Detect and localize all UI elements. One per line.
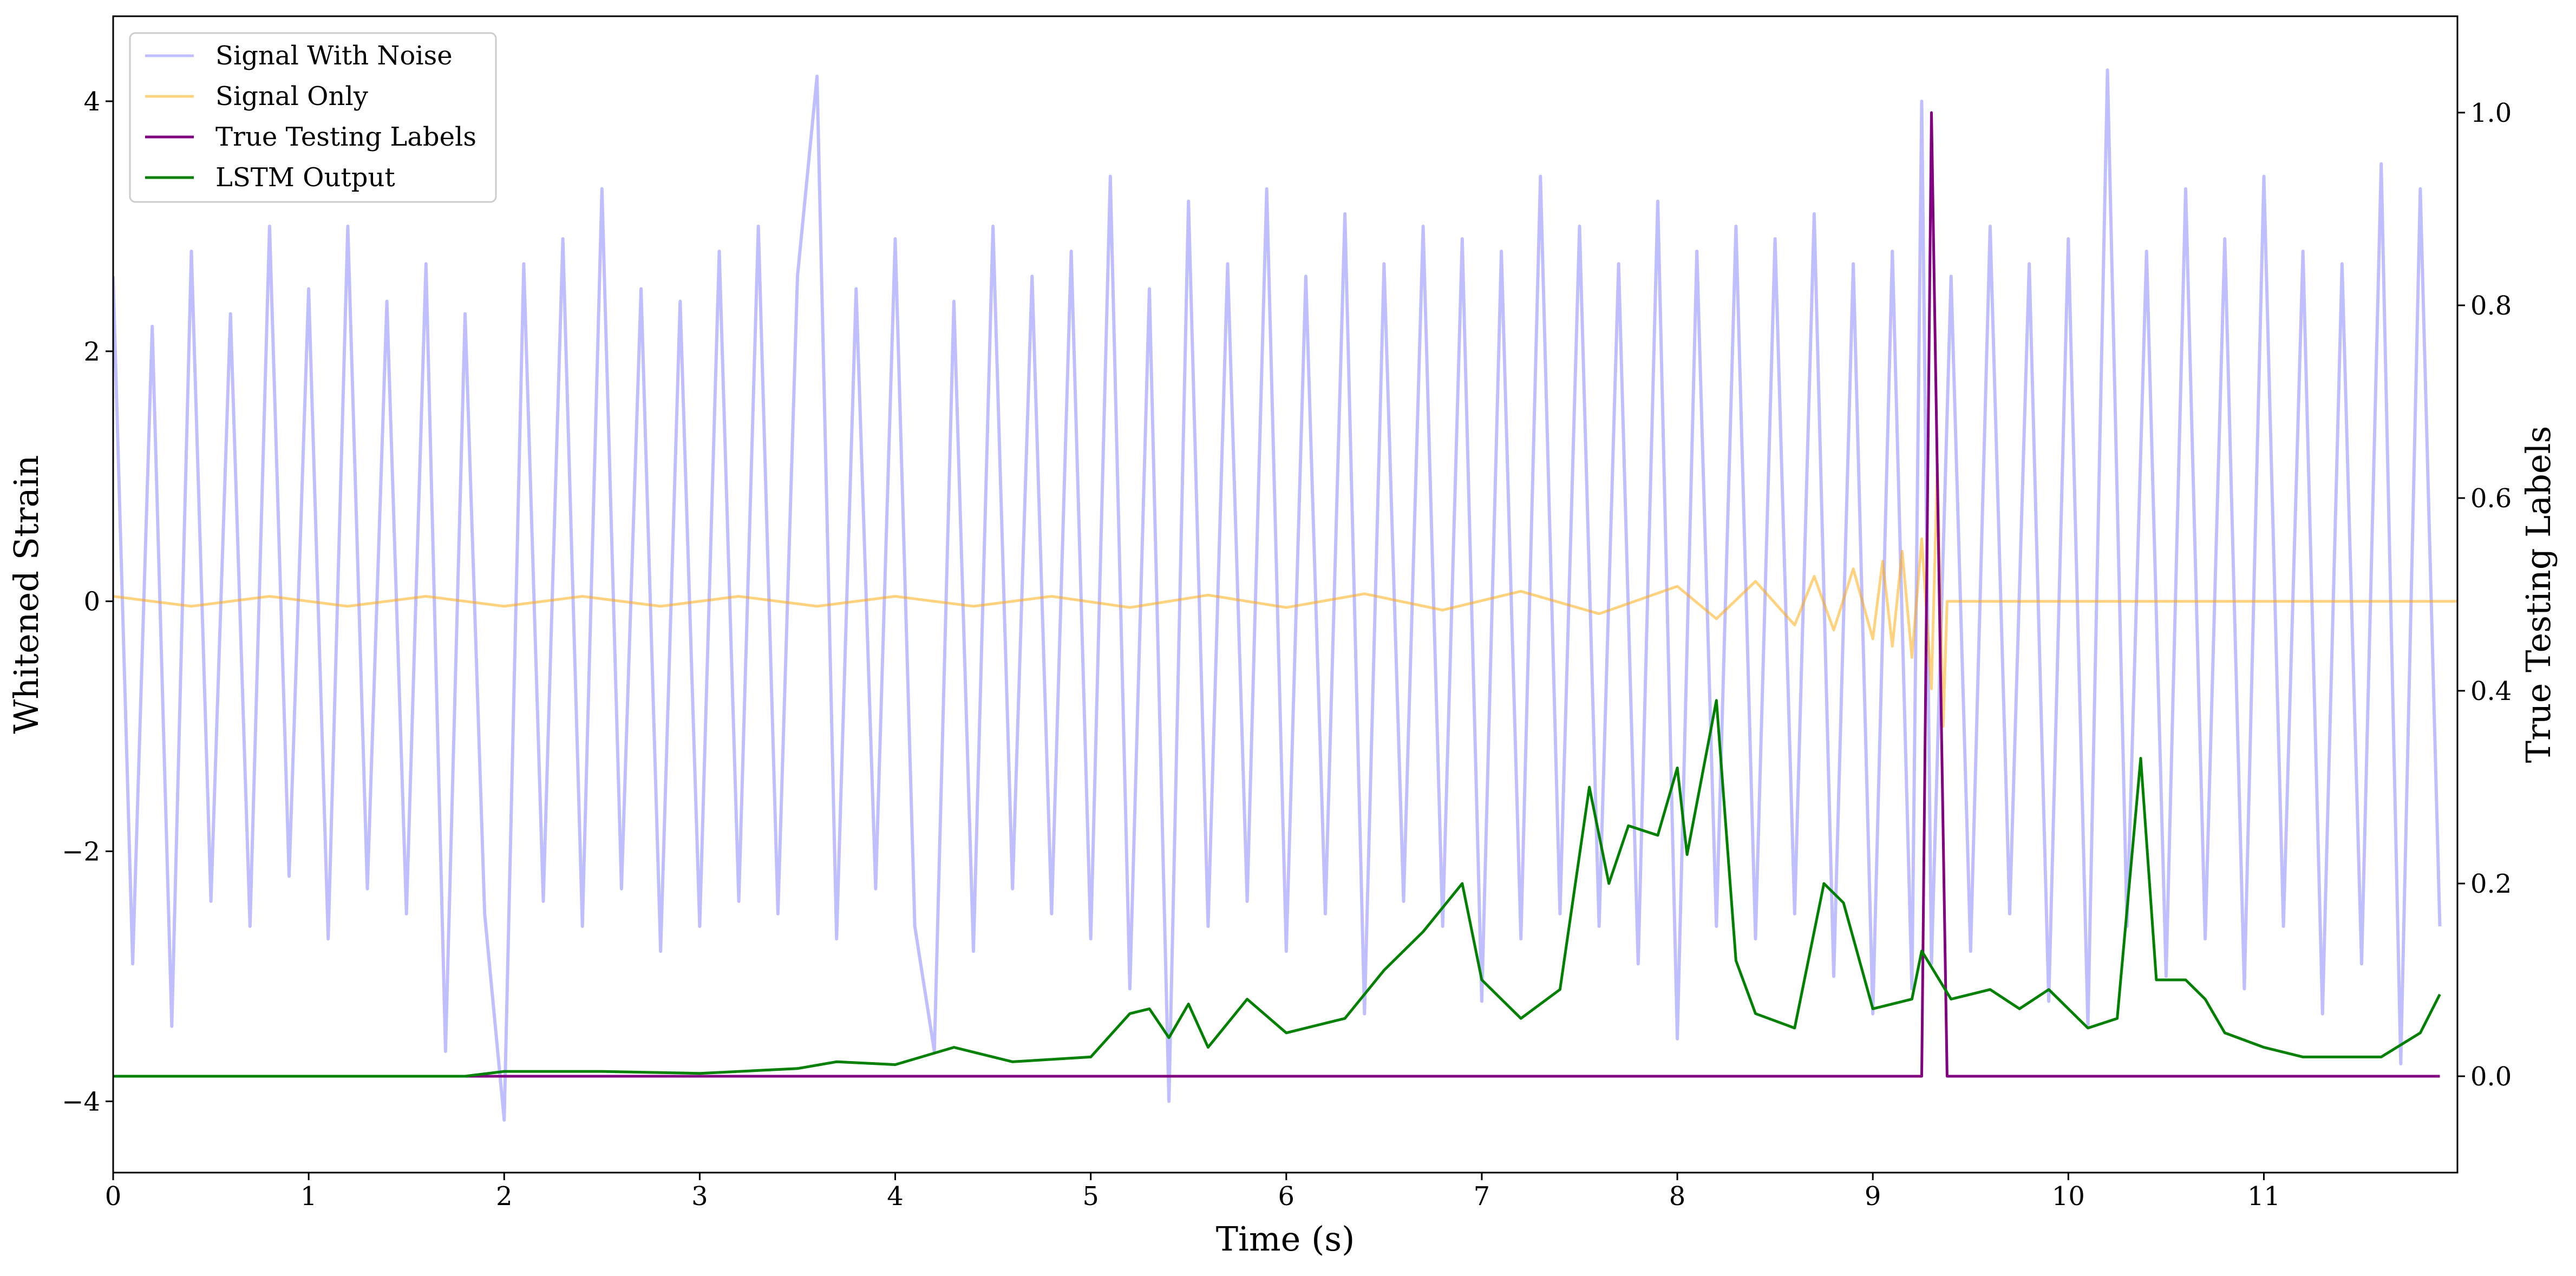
y2-axis-label: True Testing Labels	[2519, 426, 2558, 763]
x-tick-label: 2	[496, 1181, 513, 1212]
x-tick-label: 11	[2247, 1181, 2280, 1212]
x-tick-label: 8	[1669, 1181, 1686, 1212]
plot-frame	[112, 15, 2459, 1174]
legend: Signal With Noise Signal Only True Testing…	[129, 32, 497, 203]
x-tick-label: 5	[1082, 1181, 1099, 1212]
x-tick-label: 0	[105, 1181, 122, 1212]
legend-label: True Testing Labels	[215, 122, 476, 152]
x-tick-label: 3	[691, 1181, 708, 1212]
y2-tick-label: 0.8	[2470, 291, 2512, 321]
x-tick-label: 9	[1865, 1181, 1881, 1212]
y-axis-label: Whitened Strain	[6, 455, 46, 734]
series-line	[113, 699, 2441, 1078]
plot-area	[113, 68, 2457, 1122]
x-tick-label: 6	[1278, 1181, 1295, 1212]
legend-label: LSTM Output	[215, 162, 395, 193]
series-line	[113, 462, 2457, 728]
y2-tick-label: 0.6	[2470, 483, 2512, 514]
x-axis-label: Time (s)	[1216, 1219, 1355, 1259]
series-line	[113, 68, 2442, 1122]
legend-label: Signal With Noise	[215, 41, 453, 71]
y-tick-label: −2	[62, 837, 100, 867]
y-tick-label: −4	[62, 1087, 100, 1117]
y-tick-label: 4	[83, 87, 100, 117]
y2-tick-label: 1.0	[2470, 98, 2512, 128]
y2-tick-label: 0.2	[2470, 869, 2512, 899]
y2-tick-label: 0.0	[2470, 1062, 2512, 1092]
legend-label: Signal Only	[215, 81, 368, 112]
x-tick-label: 10	[2052, 1181, 2085, 1212]
x-tick-label: 4	[887, 1181, 904, 1212]
series-line	[113, 111, 2440, 1078]
x-tick-label: 7	[1474, 1181, 1490, 1212]
y-tick-label: 0	[83, 587, 100, 617]
y-tick-label: 2	[83, 337, 100, 367]
legend-box	[129, 32, 497, 203]
y2-tick-label: 0.4	[2470, 676, 2512, 706]
x-tick-label: 1	[300, 1181, 317, 1212]
